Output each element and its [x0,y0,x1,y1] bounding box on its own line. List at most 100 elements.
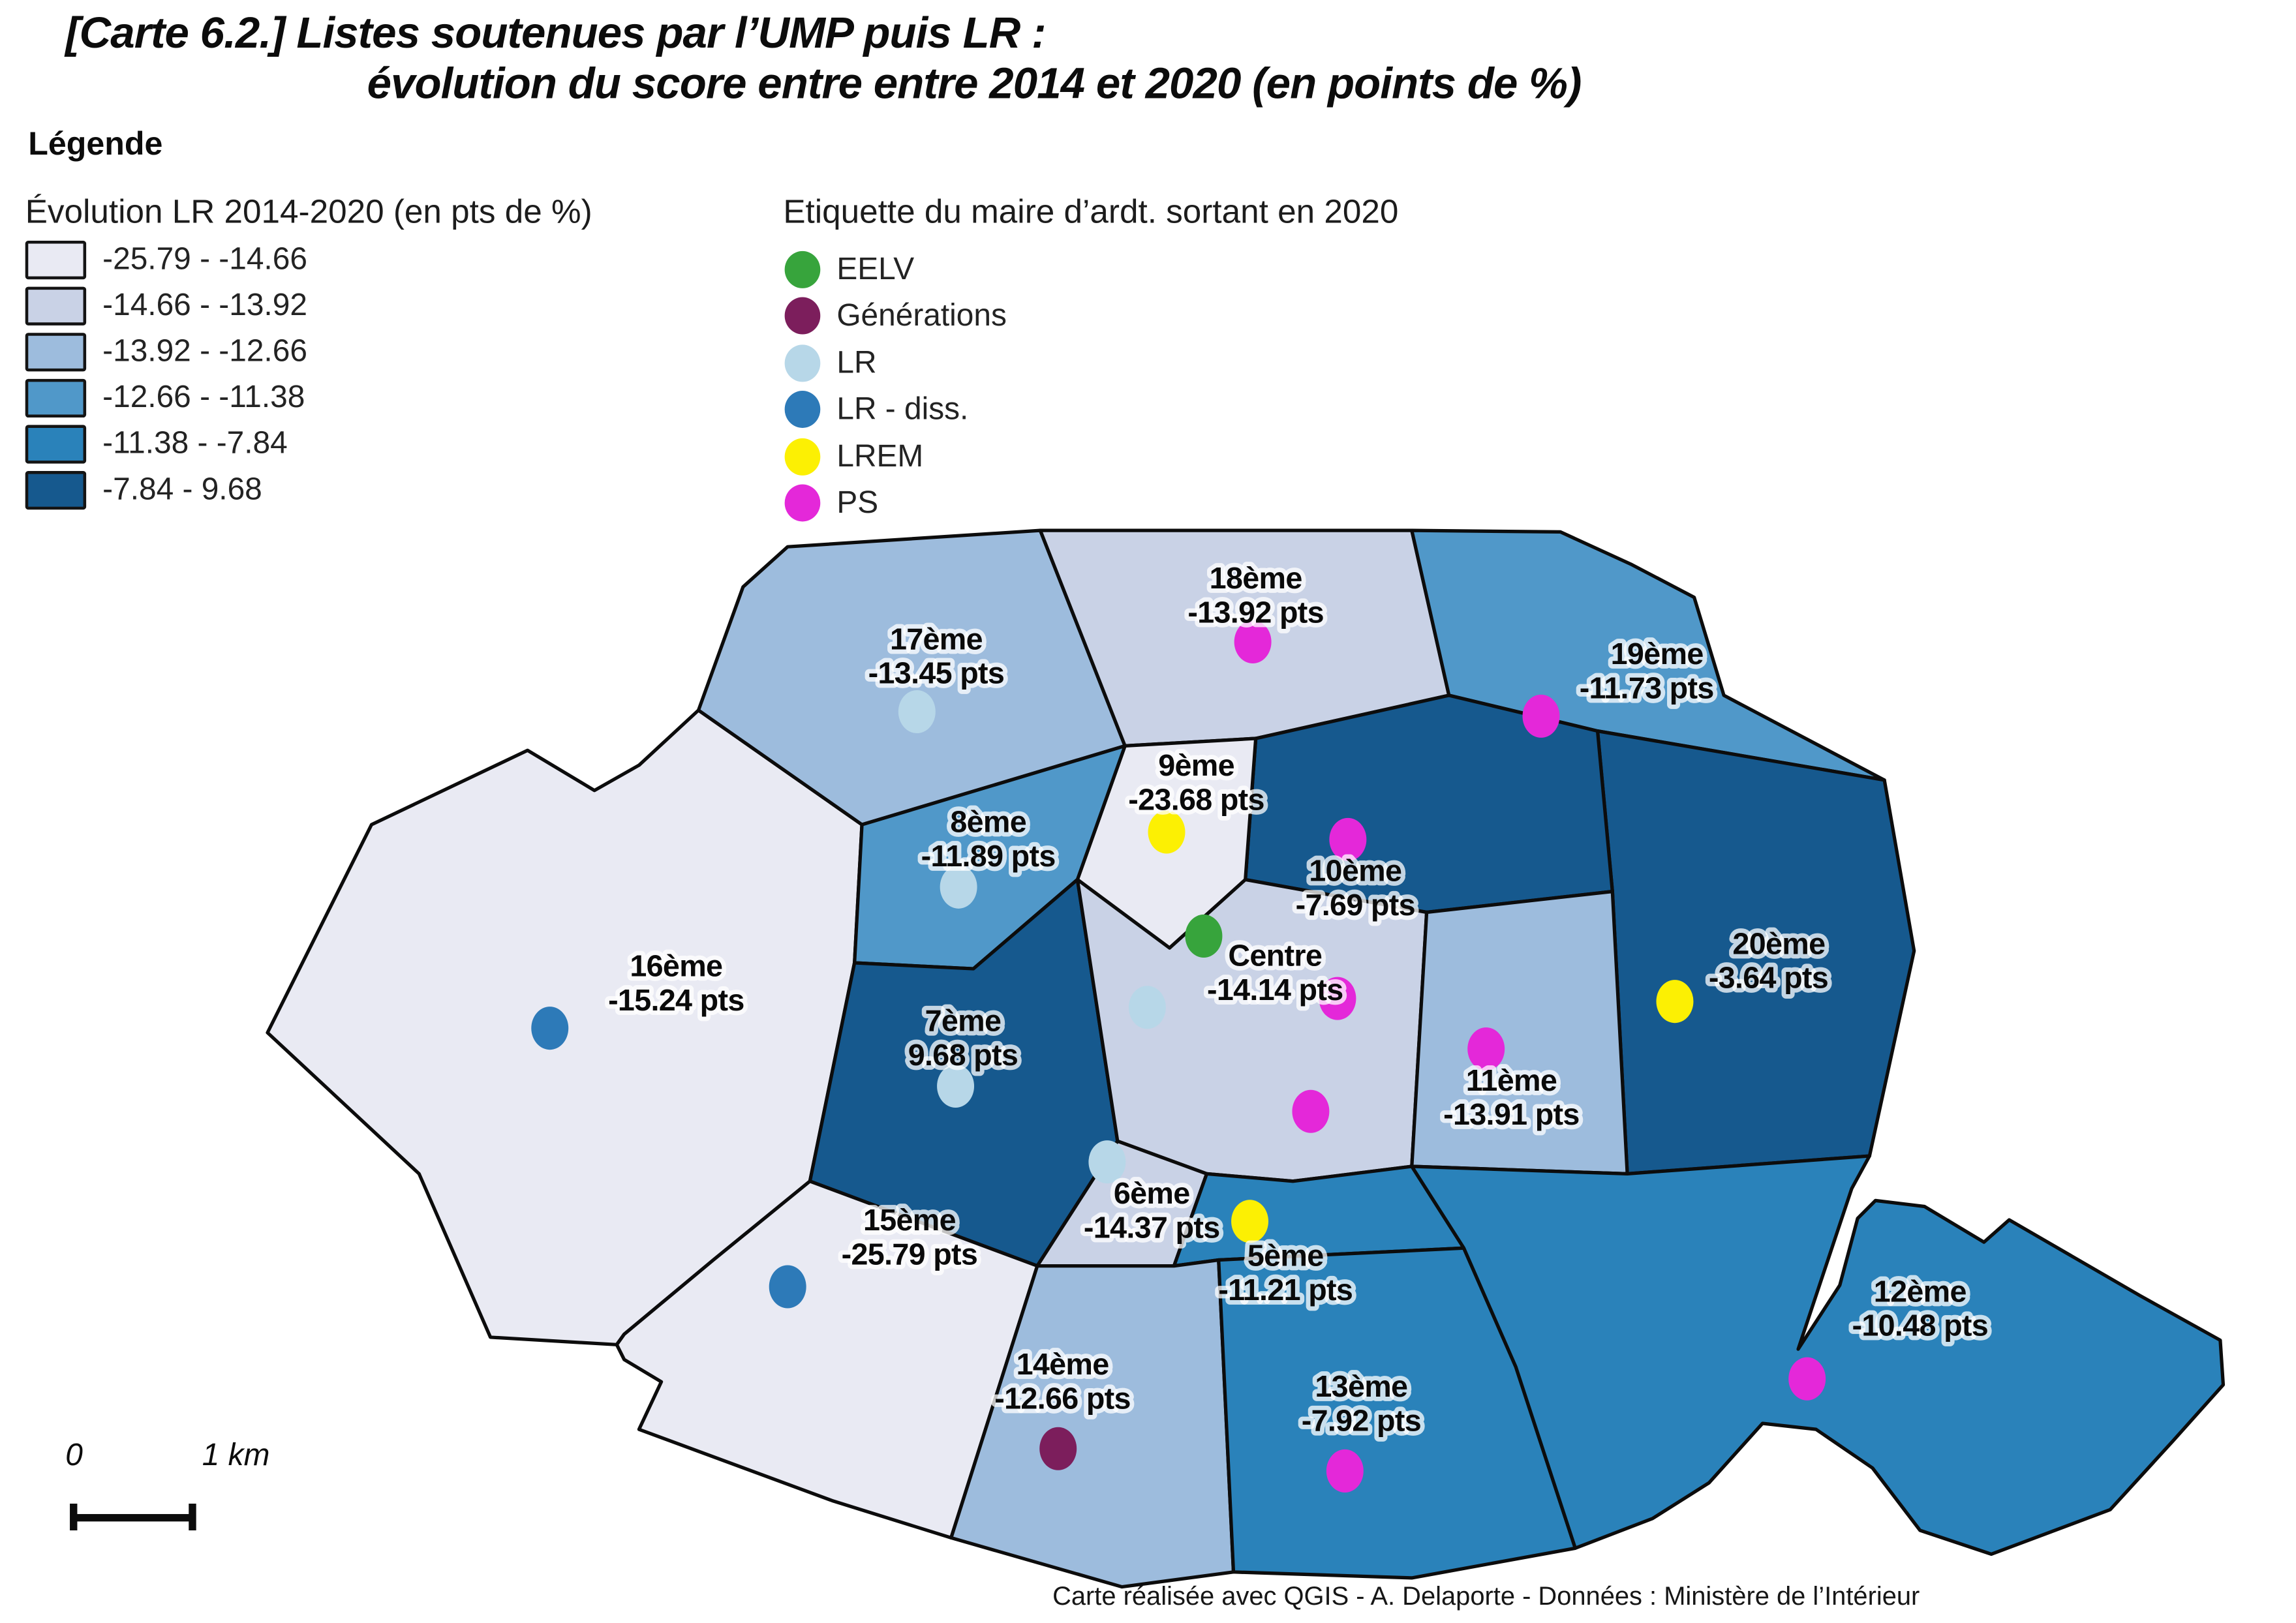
class-range-label: -11.38 - -7.84 [102,426,288,461]
value-17eme: -13.45 pts [868,656,1005,690]
party-dot-ps [784,484,821,522]
party-dot-lr-diss [784,391,821,428]
region-10eme [1244,693,1614,915]
party-label: LR - diss. [836,391,969,426]
region-12eme [1410,1154,2226,1556]
value-14eme: -12.66 pts [994,1381,1131,1415]
dot-8eme-lr [940,865,977,909]
dot-centre-lr [1128,986,1166,1029]
value-18eme: -13.92 pts [1187,595,1324,629]
legend-party-row: PS [784,484,879,522]
region-11eme [1410,890,1629,1176]
dot-centre-eelv [1185,914,1223,958]
label-19eme: 19ème [1611,637,1704,671]
party-label: PS [836,485,879,520]
label-18eme: 18ème [1210,561,1302,595]
label-9eme: 9ème [1158,748,1234,782]
value-20eme: -3.64 pts [1709,961,1828,995]
class-range-label: -13.92 - -12.66 [102,334,307,369]
party-label: Générations [836,297,1007,333]
class-swatch [25,425,87,464]
legend-party-row: LR [784,344,877,382]
scalebar-zero: 0 [65,1438,83,1473]
party-dot-lr [784,344,821,382]
value-19eme: -11.73 pts [1580,671,1714,705]
scalebar-right-tick [189,1504,196,1531]
class-swatch [25,240,87,280]
label-17eme: 17ème [890,622,983,656]
party-dot-eelv [784,250,821,288]
legend-class-row: -25.79 - -14.66 [25,240,307,280]
region-centre [1075,877,1429,1183]
value-11eme: -13.91 pts [1443,1097,1580,1131]
class-range-label: -25.79 - -14.66 [102,242,307,277]
legend-heading: Légende [28,125,163,162]
party-dot-generations [784,297,821,335]
label-15eme: 15ème [863,1203,956,1237]
dot-19eme-ps [1522,694,1560,738]
value-8eme: -11.89 pts [921,839,1056,873]
class-swatch [25,378,87,418]
value-16eme: -15.24 pts [608,983,744,1017]
legend-party-row: Générations [784,297,1007,335]
scalebar-distance-label: 1 km [202,1438,270,1473]
legend-choropleth-title: Évolution LR 2014-2020 (en pts de %) [25,193,592,231]
class-range-label: -14.66 - -13.92 [102,288,307,323]
legend-party-row: LREM [784,438,924,476]
dot-17eme-lr [898,690,936,734]
value-9eme: -23.68 pts [1128,782,1264,816]
value-centre: -14.14 pts [1207,973,1343,1007]
legend-party-row: LR - diss. [784,391,969,428]
legend-class-row: -7.84 - 9.68 [25,471,262,510]
value-15eme: -25.79 pts [842,1237,978,1271]
class-range-label: -7.84 - 9.68 [102,472,262,507]
value-12eme: -10.48 pts [1852,1309,1989,1342]
party-label: LR [836,345,877,380]
map-credit: Carte réalisée avec QGIS - A. Delaporte … [1052,1581,1920,1611]
party-dot-lrem [784,438,821,476]
label-centre: Centre [1228,939,1322,973]
label-8eme: 8ème [950,805,1026,839]
dot-5eme-lrem [1231,1200,1269,1243]
dot-18eme-ps [1234,620,1272,663]
class-swatch [25,333,87,372]
label-7eme: 7ème [925,1004,1002,1038]
dot-10eme-ps [1329,817,1367,861]
dot-14eme-generations [1039,1427,1077,1470]
label-14eme: 14ème [1017,1347,1109,1381]
dot-6eme-lr [1088,1140,1126,1184]
class-swatch [25,286,87,326]
dot-7eme-lr [937,1064,975,1108]
dot-centre-ps-2 [1292,1089,1330,1133]
dot-12eme-ps [1788,1357,1826,1401]
value-10eme: -7.69 pts [1296,888,1415,922]
value-6eme: -14.37 pts [1084,1210,1220,1244]
legend-class-row: -14.66 - -13.92 [25,286,307,326]
legend-parties-title: Etiquette du maire d’ardt. sortant en 20… [783,193,1399,231]
label-20eme: 20ème [1732,926,1825,960]
dot-centre-ps-1 [1319,977,1356,1020]
legend-class-row: -13.92 - -12.66 [25,333,307,372]
legend-party-row: EELV [784,250,914,288]
figure-title-line1: [Carte 6.2.] Listes soutenues par l’UMP … [65,8,1046,58]
class-range-label: -12.66 - -11.38 [102,380,305,415]
label-6eme: 6ème [1114,1176,1190,1210]
scalebar-bar [72,1513,194,1521]
label-5eme: 5ème [1247,1239,1324,1273]
label-11eme: 11ème [1466,1063,1557,1097]
value-5eme: -11.21 pts [1218,1273,1353,1307]
figure-title-line2: évolution du score entre entre 2014 et 2… [367,59,1582,109]
party-label: LREM [836,439,924,474]
value-7eme: 9.68 pts [908,1038,1018,1072]
label-16eme: 16ème [630,948,722,982]
label-10eme: 10ème [1309,854,1401,888]
legend-class-row: -11.38 - -7.84 [25,425,288,464]
dot-20eme-lrem [1656,980,1694,1024]
dot-13eme-ps [1326,1449,1364,1493]
value-13eme: -7.92 pts [1302,1403,1421,1437]
dot-16eme-lr-diss [531,1007,569,1050]
legend-class-row: -12.66 - -11.38 [25,378,305,418]
figure-title: [Carte 6.2.] Listes soutenues par l’UMP … [65,8,1582,110]
